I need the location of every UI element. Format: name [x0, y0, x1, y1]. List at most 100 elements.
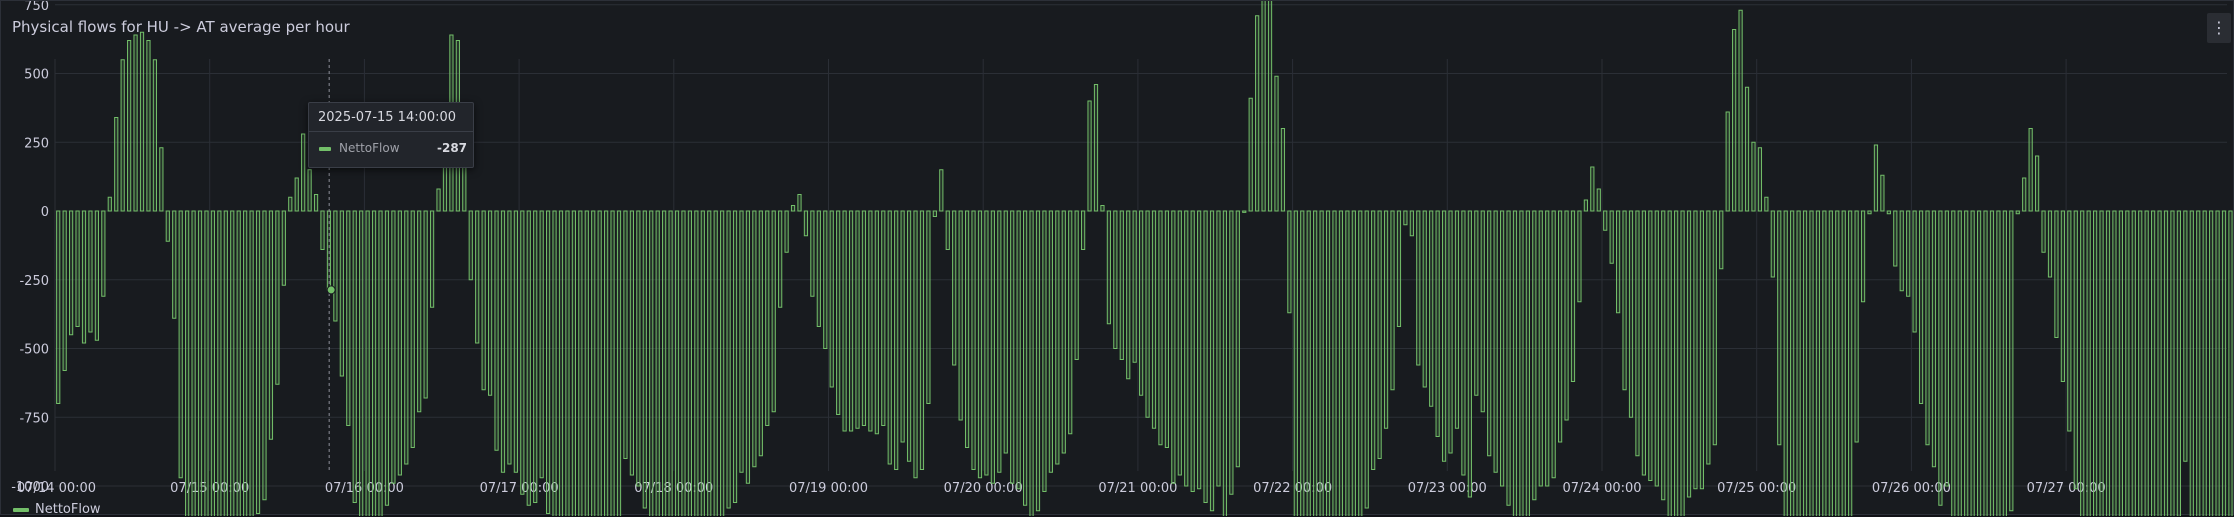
bar[interactable]	[1533, 211, 1536, 500]
bar[interactable]	[611, 211, 614, 516]
bar[interactable]	[1481, 211, 1484, 412]
bar[interactable]	[1372, 211, 1375, 470]
bar[interactable]	[1842, 211, 1845, 516]
bar[interactable]	[1932, 211, 1935, 467]
bar[interactable]	[321, 211, 324, 250]
bar[interactable]	[1752, 142, 1755, 211]
bar[interactable]	[1965, 211, 1968, 516]
bar[interactable]	[1907, 211, 1910, 296]
bar[interactable]	[521, 211, 524, 494]
bar[interactable]	[250, 211, 253, 516]
bar[interactable]	[1887, 211, 1890, 214]
bar[interactable]	[1816, 211, 1819, 516]
bar[interactable]	[385, 211, 388, 505]
bar[interactable]	[592, 211, 595, 516]
bar[interactable]	[1810, 211, 1813, 516]
bar[interactable]	[57, 211, 60, 404]
bar[interactable]	[2222, 211, 2225, 516]
bar[interactable]	[1513, 211, 1516, 516]
bar[interactable]	[2203, 211, 2206, 516]
bar[interactable]	[308, 170, 311, 211]
bar[interactable]	[1990, 211, 1993, 516]
bar[interactable]	[1526, 211, 1529, 516]
bar[interactable]	[998, 211, 1001, 472]
bar[interactable]	[798, 195, 801, 212]
bar[interactable]	[1500, 211, 1503, 486]
bar[interactable]	[1488, 211, 1491, 456]
bar[interactable]	[166, 211, 169, 241]
bar[interactable]	[430, 211, 433, 307]
bar[interactable]	[353, 211, 356, 503]
bar[interactable]	[1198, 211, 1201, 489]
bar[interactable]	[953, 211, 956, 365]
bar[interactable]	[366, 211, 369, 516]
bar[interactable]	[70, 211, 73, 335]
bar[interactable]	[1700, 211, 1703, 489]
bar[interactable]	[804, 211, 807, 236]
bar[interactable]	[824, 211, 827, 349]
bar[interactable]	[1571, 211, 1574, 382]
bar[interactable]	[959, 211, 962, 420]
bar[interactable]	[1578, 211, 1581, 302]
bar[interactable]	[1520, 211, 1523, 516]
bar[interactable]	[1881, 175, 1884, 211]
bar[interactable]	[663, 211, 666, 516]
bar[interactable]	[1294, 211, 1297, 516]
bar[interactable]	[1971, 211, 1974, 516]
bar[interactable]	[534, 211, 537, 503]
bar[interactable]	[566, 211, 569, 516]
bar[interactable]	[476, 211, 479, 343]
bar[interactable]	[1997, 211, 2000, 516]
bar[interactable]	[1958, 211, 1961, 516]
bar[interactable]	[379, 211, 382, 516]
bar[interactable]	[1984, 211, 1987, 516]
bar[interactable]	[2003, 211, 2006, 516]
bar-series-nettoflow[interactable]	[57, 1, 2234, 516]
bar[interactable]	[1326, 211, 1329, 516]
bar[interactable]	[2158, 211, 2161, 516]
bar[interactable]	[282, 211, 285, 285]
bar[interactable]	[779, 211, 782, 307]
bar[interactable]	[198, 211, 201, 516]
bar[interactable]	[398, 211, 401, 475]
bar[interactable]	[1597, 189, 1600, 211]
bar[interactable]	[1449, 211, 1452, 453]
bar[interactable]	[708, 211, 711, 516]
bar[interactable]	[901, 211, 904, 442]
bar[interactable]	[514, 211, 517, 472]
bar[interactable]	[727, 211, 730, 508]
bar[interactable]	[2029, 129, 2032, 212]
bar[interactable]	[1320, 211, 1323, 516]
bar[interactable]	[624, 211, 627, 459]
bar[interactable]	[617, 211, 620, 516]
bar[interactable]	[1159, 211, 1162, 445]
bar[interactable]	[1410, 211, 1413, 236]
bar[interactable]	[508, 211, 511, 464]
bar[interactable]	[1475, 211, 1478, 395]
bar[interactable]	[1662, 211, 1665, 500]
bar[interactable]	[553, 211, 556, 516]
bar[interactable]	[2164, 211, 2167, 516]
bar[interactable]	[650, 211, 653, 516]
bar[interactable]	[1088, 101, 1091, 211]
bar[interactable]	[882, 211, 885, 426]
bar[interactable]	[173, 211, 176, 318]
bar[interactable]	[340, 211, 343, 376]
bar[interactable]	[1365, 211, 1368, 508]
bar[interactable]	[1236, 211, 1239, 467]
bar[interactable]	[2023, 178, 2026, 211]
bar[interactable]	[1803, 211, 1806, 516]
bar[interactable]	[2145, 211, 2148, 516]
bar[interactable]	[837, 211, 840, 415]
bar[interactable]	[940, 170, 943, 211]
bar[interactable]	[733, 211, 736, 503]
bar[interactable]	[888, 211, 891, 464]
bar[interactable]	[392, 211, 395, 483]
bar[interactable]	[334, 211, 337, 321]
bar[interactable]	[1559, 211, 1562, 442]
bar[interactable]	[1636, 211, 1639, 456]
bar[interactable]	[205, 211, 208, 516]
bar[interactable]	[231, 211, 234, 516]
bar[interactable]	[1823, 211, 1826, 516]
bar[interactable]	[1649, 211, 1652, 481]
